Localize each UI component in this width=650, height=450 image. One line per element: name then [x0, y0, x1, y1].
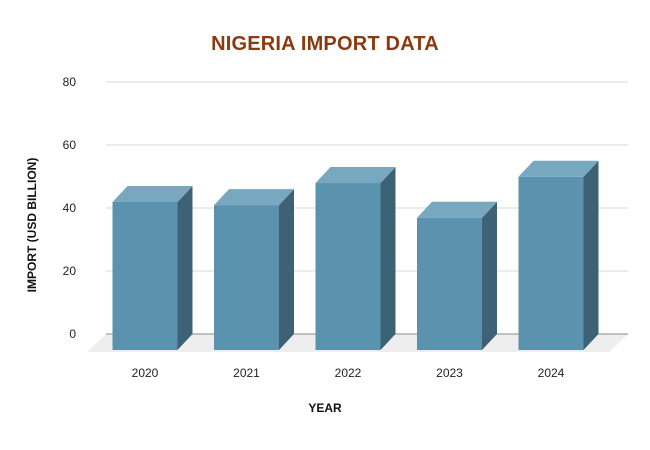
bar-side	[583, 160, 599, 350]
x-tick-label: 2024	[538, 366, 565, 380]
bar-side	[482, 201, 497, 350]
x-tick-label: 2021	[233, 366, 260, 380]
chart-title: NIGERIA IMPORT DATA	[211, 33, 439, 55]
bar-front	[417, 217, 482, 350]
y-tick-label: 0	[69, 327, 76, 341]
bar-front	[112, 201, 178, 350]
y-tick-label: 20	[63, 264, 77, 278]
bar-2021	[214, 189, 294, 350]
bar-side	[279, 189, 294, 350]
bar-front	[518, 176, 584, 350]
y-tick-label: 40	[63, 201, 77, 215]
bar-front	[315, 183, 381, 350]
x-axis-ticks: 2020 2021 2022 2023 2024	[132, 366, 565, 380]
x-tick-label: 2022	[335, 366, 362, 380]
x-axis-label: YEAR	[308, 401, 342, 415]
bar-top	[315, 167, 396, 184]
y-axis-ticks: 0 20 40 60 80	[63, 75, 77, 341]
bar-side	[380, 167, 396, 350]
bar-top	[112, 185, 193, 202]
bar-top	[417, 201, 497, 218]
y-tick-label: 80	[63, 75, 77, 89]
bar-top	[518, 160, 599, 177]
bar-2023	[417, 201, 497, 350]
x-tick-label: 2020	[132, 366, 159, 380]
bars	[112, 160, 599, 350]
bar-front	[214, 205, 279, 350]
bar-side	[177, 185, 193, 350]
y-tick-label: 60	[63, 138, 77, 152]
bar-2022	[315, 167, 396, 350]
bar-2020	[112, 185, 193, 350]
bar-top	[214, 189, 294, 206]
x-tick-label: 2023	[436, 366, 463, 380]
bar-2024	[518, 160, 599, 350]
